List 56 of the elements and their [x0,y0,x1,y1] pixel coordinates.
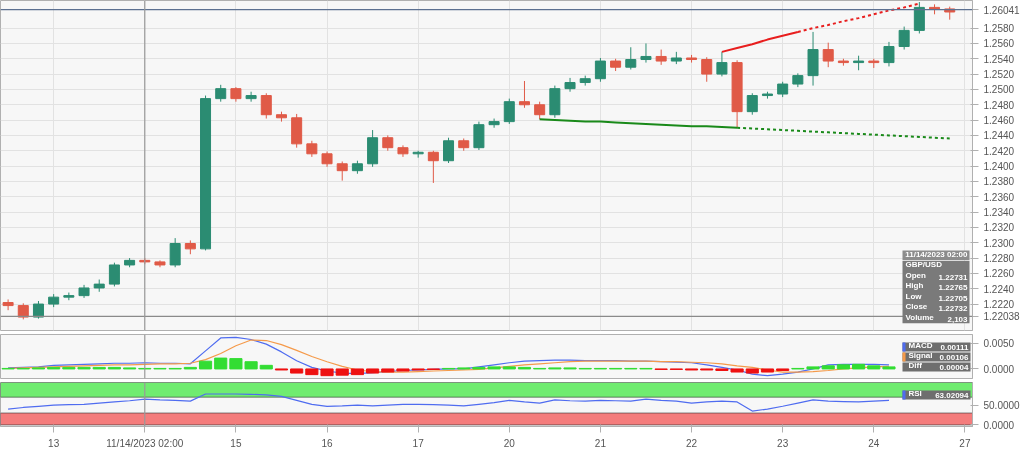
y-tick-label: 1.2260 [983,268,1015,280]
y-tick-label: 1.2280 [983,253,1015,265]
x-tick-label: 17 [412,437,425,449]
annotation: 1.22731 [938,272,969,282]
annotation: 0.00111 [940,343,970,352]
annotation: 1.22732 [938,304,969,313]
x-tick-label: 15 [230,437,242,449]
y-tick-label: 1.2580 [983,23,1015,35]
y-tick-label: 1.2380 [983,176,1015,188]
y-tick-label: 1.2540 [983,53,1015,65]
y-tick-label: 1.2400 [983,161,1015,173]
annotation: Close [905,302,928,311]
ref-line-label: 1.22038 [983,311,1021,323]
y-tick-label: 0.0000 [983,419,1015,431]
x-tick-label: 20 [503,437,516,449]
y-tick-label: 1.2440 [983,130,1015,142]
legend-label: Signal [908,351,933,360]
annotation: Open [905,270,927,280]
annotation: 11/14/2023 02:00 [905,249,969,259]
annotation: 1.22705 [938,293,969,303]
annotation: GBP/USD [905,260,943,269]
x-tick-label: 13 [48,437,60,449]
y-tick-label: 1.2560 [983,38,1015,50]
series-label: Diff [908,361,923,370]
annotation: 2,103 [947,314,969,324]
y-tick-label: 1.2420 [983,145,1015,157]
annotation: 63.02094 [935,391,970,400]
y-tick-label: 1.2460 [983,115,1015,127]
x-tick-label: 23 [777,437,789,449]
ref-line-label: 1.26041 [983,4,1021,16]
y-tick-label: 1.2340 [983,207,1015,219]
annotation: Low [905,291,923,301]
x-tick-label: 22 [685,437,698,449]
y-tick-label: 0.0000 [983,363,1015,375]
y-tick-label: 1.2360 [983,191,1015,203]
annotation: 1.22765 [938,283,969,292]
annotation: 0.00004 [939,363,970,372]
annotation: High [905,281,924,290]
annotation: 0.00106 [939,353,970,362]
x-tick-label: 27 [959,437,971,449]
y-tick-label: 50.0000 [983,400,1021,412]
annotation: Volume [905,312,935,322]
y-tick-label: 1.2220 [983,299,1015,311]
y-tick-label: 1.2480 [983,99,1015,111]
x-tick-label: 11/14/2023 02:00 [106,437,184,449]
y-tick-label: 1.2240 [983,283,1015,295]
y-tick-label: 1.2320 [983,222,1015,234]
y-tick-label: 0.0050 [983,338,1015,350]
y-tick-label: 1.2500 [983,84,1015,96]
y-tick-label: 1.2520 [983,69,1015,81]
text: RSI [908,389,922,398]
y-tick-label: 1.2300 [983,237,1015,249]
x-tick-label: 21 [594,437,607,449]
x-tick-label: 16 [321,437,334,449]
legend-label: MACD [908,341,933,350]
x-tick-label: 24 [868,437,880,449]
